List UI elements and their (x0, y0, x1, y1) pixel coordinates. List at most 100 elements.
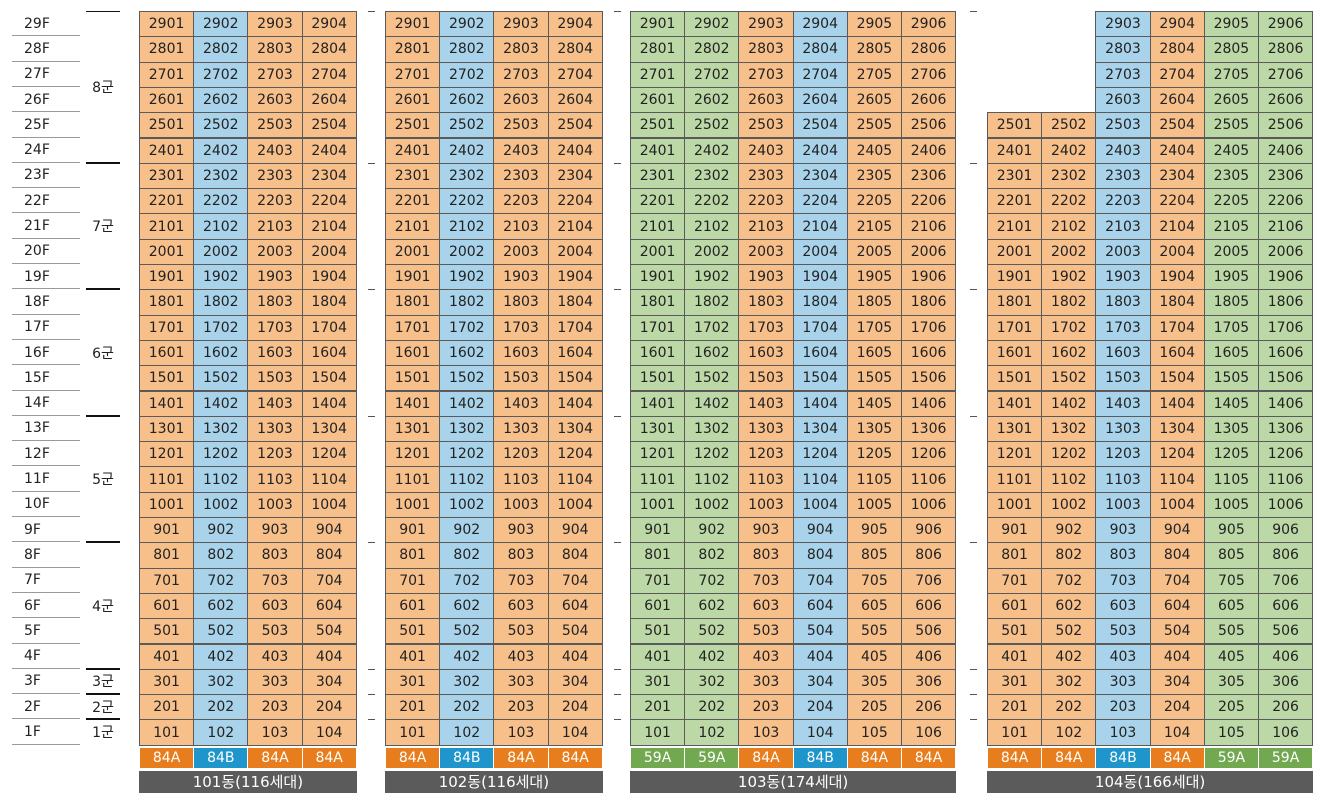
unit-cell: 1801 (385, 289, 441, 316)
unit-cell: 502 (1041, 618, 1097, 645)
floor-underline (12, 111, 80, 113)
unit-cell: 1001 (987, 491, 1043, 518)
group-tick (614, 694, 621, 696)
unit-cell: 205 (1203, 694, 1259, 721)
unit-cell: 2603 (738, 86, 794, 114)
unit-cell: 1204 (547, 441, 603, 468)
unit-type-label: 84A (247, 746, 303, 769)
unit-cell: 1201 (987, 441, 1043, 468)
unit-cell: 2103 (247, 213, 303, 240)
unit-cell: 2202 (193, 188, 249, 215)
unit-cell: 606 (901, 592, 957, 620)
group-label: 7군 (92, 219, 114, 236)
unit-cell: 1403 (493, 390, 549, 417)
unit-cell: 101 (987, 719, 1043, 746)
unit-cell: 2604 (301, 86, 357, 114)
unit-cell: 606 (1258, 592, 1314, 620)
unit-cell: 604 (1149, 592, 1205, 620)
unit-cell: 501 (987, 618, 1043, 645)
unit-cell: 202 (439, 694, 495, 721)
floor-label: 18F (24, 293, 50, 310)
unit-cell: 2102 (439, 213, 495, 240)
group-tick (368, 719, 375, 721)
group-tick (970, 11, 977, 12)
unit-cell: 2702 (439, 61, 495, 88)
unit-cell: 901 (385, 517, 441, 544)
unit-cell: 1504 (1149, 365, 1205, 392)
group-separator (86, 11, 120, 12)
unit-cell: 301 (385, 668, 441, 696)
unit-cell: 1101 (987, 466, 1043, 493)
unit-cell: 403 (738, 643, 794, 670)
unit-type-label: 84A (846, 746, 902, 769)
unit-cell: 1305 (1203, 415, 1259, 443)
unit-cell: 1903 (493, 264, 549, 291)
unit-cell: 804 (547, 542, 603, 569)
unit-type-label: 84A (139, 746, 195, 769)
unit-cell: 2804 (547, 36, 603, 63)
unit-type-label: 84B (1095, 746, 1151, 769)
unit-cell: 1301 (385, 415, 441, 443)
unit-cell: 2803 (1095, 36, 1151, 63)
unit-cell: 1705 (1203, 314, 1259, 341)
unit-cell: 602 (1041, 592, 1097, 620)
unit-cell: 2301 (987, 162, 1043, 190)
unit-cell: 2402 (1041, 137, 1097, 164)
unit-cell: 2901 (139, 11, 195, 38)
unit-cell: 801 (385, 542, 441, 569)
unit-cell: 1803 (247, 289, 303, 316)
unit-cell: 1206 (1258, 441, 1314, 468)
unit-cell: 902 (1041, 517, 1097, 544)
unit-cell: 803 (1095, 542, 1151, 569)
unit-cell: 1602 (439, 339, 495, 367)
unit-cell: 2106 (1258, 213, 1314, 240)
unit-cell: 2504 (792, 112, 848, 139)
unit-cell: 803 (738, 542, 794, 569)
floor-underline (12, 718, 80, 720)
unit-cell: 1104 (1149, 466, 1205, 493)
unit-cell: 2106 (901, 213, 957, 240)
unit-cell: 1103 (1095, 466, 1151, 493)
unit-cell: 203 (1095, 694, 1151, 721)
unit-cell: 2903 (493, 11, 549, 38)
unit-cell: 2101 (987, 213, 1043, 240)
unit-cell: 2002 (684, 238, 740, 265)
unit-cell: 702 (1041, 567, 1097, 594)
unit-cell: 1804 (1149, 289, 1205, 316)
unit-cell: 2605 (1203, 86, 1259, 114)
unit-cell: 701 (139, 567, 195, 594)
unit-cell: 2703 (738, 61, 794, 88)
unit-cell: 404 (547, 643, 603, 670)
unit-cell: 1401 (987, 390, 1043, 417)
unit-cell: 1203 (1095, 441, 1151, 468)
floor-underline (12, 743, 80, 745)
unit-cell: 2004 (547, 238, 603, 265)
unit-cell: 2603 (493, 86, 549, 114)
unit-cell: 1901 (630, 264, 686, 291)
unit-cell: 603 (493, 592, 549, 620)
unit-cell: 903 (1095, 517, 1151, 544)
unit-cell: 801 (630, 542, 686, 569)
floor-underline (12, 187, 80, 189)
group-tick (614, 668, 621, 670)
floor-label: 3F (24, 673, 41, 690)
unit-cell: 1903 (1095, 264, 1151, 291)
unit-cell: 2304 (301, 162, 357, 190)
floor-label: 11F (24, 471, 50, 488)
unit-cell: 201 (385, 694, 441, 721)
floor-underline (12, 693, 80, 695)
unit-cell: 504 (792, 618, 848, 645)
unit-cell: 1603 (738, 339, 794, 367)
unit-cell: 1201 (630, 441, 686, 468)
unit-cell: 1206 (901, 441, 957, 468)
unit-cell: 1405 (846, 390, 902, 417)
unit-cell: 2004 (301, 238, 357, 265)
unit-cell: 1501 (139, 365, 195, 392)
unit-cell: 1801 (139, 289, 195, 316)
unit-cell: 2204 (301, 188, 357, 215)
floor-underline (12, 338, 80, 340)
unit-cell: 2704 (301, 61, 357, 88)
unit-cell: 2104 (547, 213, 603, 240)
unit-cell: 2903 (247, 11, 303, 38)
unit-cell: 1703 (493, 314, 549, 341)
